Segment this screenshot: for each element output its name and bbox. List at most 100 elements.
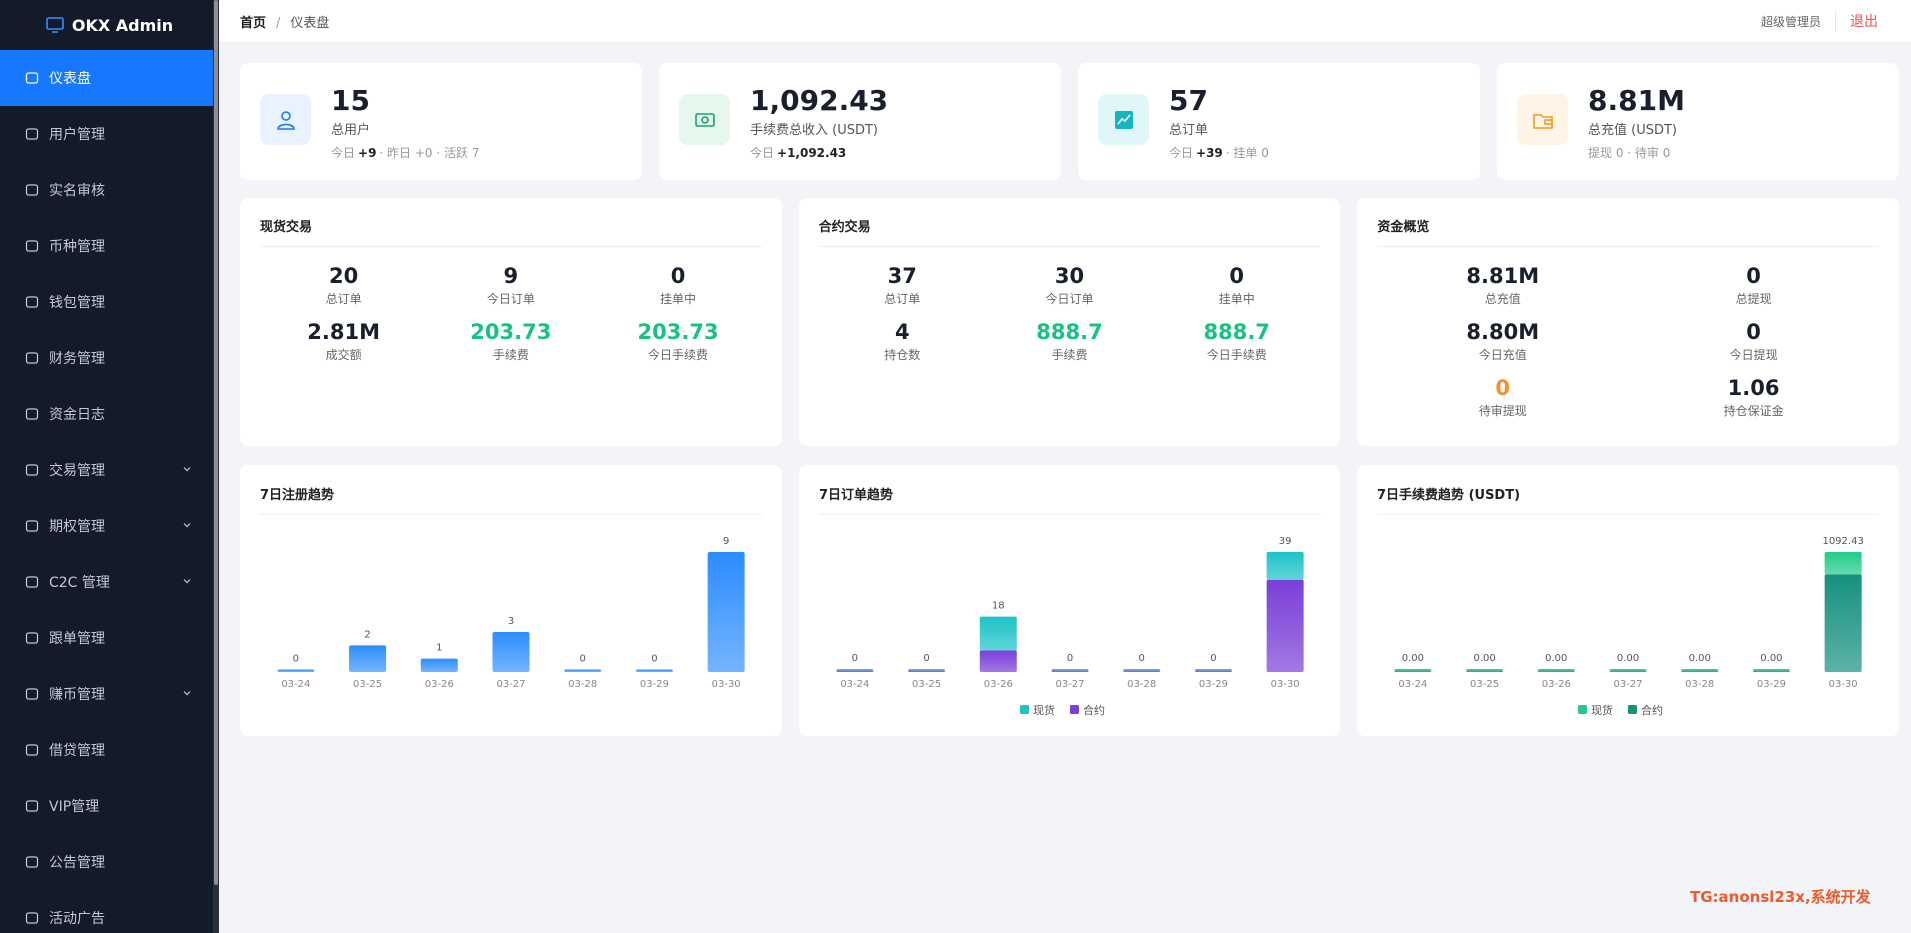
menu-item[interactable]: 实名审核 — [0, 162, 219, 218]
bar-segment — [1824, 574, 1862, 672]
brand-icon — [46, 17, 64, 33]
menu-icon — [25, 744, 39, 756]
menu-item[interactable]: 活动广告 — [0, 890, 219, 933]
breadcrumb-current: 仪表盘 — [290, 15, 330, 31]
panel-grid: 37 总订单 30 今日订单 0 挂单中 4 持仓数 888.7 手续费 888.7 今日手续费 — [819, 263, 1321, 363]
x-tick-label: 03-27 — [1614, 679, 1643, 690]
menu-item[interactable]: 交易管理 — [0, 442, 219, 498]
menu-label: 钱包管理 — [49, 295, 105, 311]
total-label: 0.00 — [1474, 653, 1496, 664]
chevron-path — [183, 523, 191, 528]
metric: 1.06 持仓保证金 — [1628, 375, 1879, 419]
value-label: 0 — [651, 654, 657, 665]
menu-item[interactable]: 赚币管理 — [0, 666, 219, 722]
panel-grid: 20 总订单 9 今日订单 0 挂单中 2.81M 成交额 203.73 手续费 203.73 今日手… — [260, 263, 762, 363]
bar-segment — [1122, 670, 1160, 672]
metric: 2.81M 成交额 — [260, 319, 427, 363]
metric: 9 今日订单 — [427, 263, 594, 307]
menu-item[interactable]: VIP管理 — [0, 778, 219, 834]
brand: OKX Admin — [0, 0, 219, 50]
menu-item[interactable]: 仪表盘 — [0, 50, 213, 106]
bar — [707, 552, 745, 672]
stat-icon — [1517, 94, 1568, 145]
metric-value: 0 — [670, 264, 686, 288]
menu-icon — [25, 520, 39, 532]
stat-text: 8.81M 总充值 (USDT) 提现 0 · 待审 0 — [1588, 86, 1685, 161]
scroll-thumb[interactable] — [214, 0, 218, 885]
chevron-path — [183, 691, 191, 696]
stat-sub-part: +9 — [358, 146, 377, 160]
watermark: TG:anonsl23x,系统开发 — [1690, 888, 1871, 906]
menu-item[interactable]: 期权管理 — [0, 498, 219, 554]
user-name[interactable]: 超级管理员 — [1760, 14, 1821, 29]
header: 首页 / 仪表盘 超级管理员 退出 — [219, 0, 1911, 43]
stat-label: 总订单 — [1169, 123, 1209, 138]
stat-value: 1,092.43 — [750, 84, 889, 117]
x-tick-label: 03-24 — [840, 679, 869, 690]
metric: 203.73 今日手续费 — [594, 319, 761, 363]
metric-label: 成交额 — [325, 348, 362, 362]
icon-shape — [25, 296, 39, 308]
value-label: 3 — [508, 616, 514, 627]
menu-item[interactable]: 资金日志 — [0, 386, 219, 442]
bar — [349, 645, 387, 672]
icon-shape — [25, 464, 39, 476]
metric-value: 9 — [503, 264, 519, 288]
scrollbar — [213, 0, 219, 933]
menu-item[interactable]: 用户管理 — [0, 106, 219, 162]
legend-label: 现货 — [1591, 703, 1613, 717]
stat-card: 1,092.43 手续费总收入 (USDT) 今日 +1,092.43 — [659, 63, 1061, 180]
x-tick-label: 03-28 — [1127, 679, 1156, 690]
x-tick-label: 03-24 — [281, 679, 310, 690]
x-tick-label: 03-30 — [712, 679, 741, 690]
breadcrumb-link[interactable]: 首页 — [240, 15, 267, 31]
icon-shape — [1543, 118, 1553, 125]
menu-item[interactable]: C2C 管理 — [0, 554, 219, 610]
total-label: 18 — [992, 601, 1005, 612]
stat-card: 8.81M 总充值 (USDT) 提现 0 · 待审 0 — [1497, 63, 1899, 180]
metric-label: 总订单 — [884, 292, 921, 306]
bar-segment — [1538, 669, 1576, 671]
logout[interactable]: 退出 — [1835, 11, 1878, 31]
icon-shape — [25, 912, 39, 924]
stat-sub-part: +39 — [1196, 146, 1223, 160]
stat-label: 总充值 (USDT) — [1588, 123, 1677, 138]
stat-card: 15 总用户 今日 +9 · 昨日 +0 · 活跃 7 — [240, 63, 642, 180]
menu-icon — [25, 128, 39, 140]
legend-swatch — [1069, 705, 1079, 714]
total-label: 0 — [851, 653, 857, 664]
menu-item[interactable]: 钱包管理 — [0, 274, 219, 330]
menu-item[interactable]: 财务管理 — [0, 330, 219, 386]
bar-segment — [907, 670, 945, 672]
icon-shape — [25, 240, 39, 252]
chart: 7日注册趋势 03-24 03-25 03-26 03-27 03-28 03-29 03-3… — [260, 487, 762, 690]
metric: 888.7 手续费 — [986, 319, 1153, 363]
total-label: 0 — [1066, 653, 1072, 664]
menu-item[interactable]: 公告管理 — [0, 834, 219, 890]
icon-shape — [25, 520, 39, 532]
icon-shape — [25, 632, 39, 644]
chart: 7日订单趋势 03-24 03-25 03-26 03-27 03-28 03-29 03-3… — [818, 487, 1321, 717]
metric-label: 今日订单 — [1045, 292, 1094, 306]
stat-cards: 15 总用户 今日 +9 · 昨日 +0 · 活跃 7 1,092.43 手续费总收入 (U… — [240, 63, 1899, 180]
metric-value: 203.73 — [470, 320, 552, 344]
menu-item[interactable]: 币种管理 — [0, 218, 219, 274]
value-label: 0 — [580, 654, 586, 665]
icon — [694, 112, 715, 127]
x-tick-label: 03-26 — [425, 679, 454, 690]
value-label: 2 — [364, 629, 370, 640]
metric: 0 挂单中 — [1153, 263, 1320, 307]
total-label: 39 — [1278, 536, 1291, 547]
stat-label: 总用户 — [331, 123, 371, 138]
breadcrumb-separator: / — [276, 15, 281, 31]
panels: 现货交易 20 总订单 9 今日订单 0 挂单中 2.81M 成交额 203.73 手续费 203.7… — [240, 198, 1899, 446]
menu-item[interactable]: 借贷管理 — [0, 722, 219, 778]
stat-icon — [679, 94, 730, 145]
stat-sub-part: 提现 0 · 待审 0 — [1588, 146, 1671, 160]
bar-segment — [1266, 579, 1304, 672]
stat-value: 8.81M — [1588, 84, 1685, 117]
total-label: 0 — [923, 653, 929, 664]
menu-label: 资金日志 — [49, 407, 105, 423]
menu-item[interactable]: 跟单管理 — [0, 610, 219, 666]
metric-value: 0 — [1746, 264, 1761, 288]
